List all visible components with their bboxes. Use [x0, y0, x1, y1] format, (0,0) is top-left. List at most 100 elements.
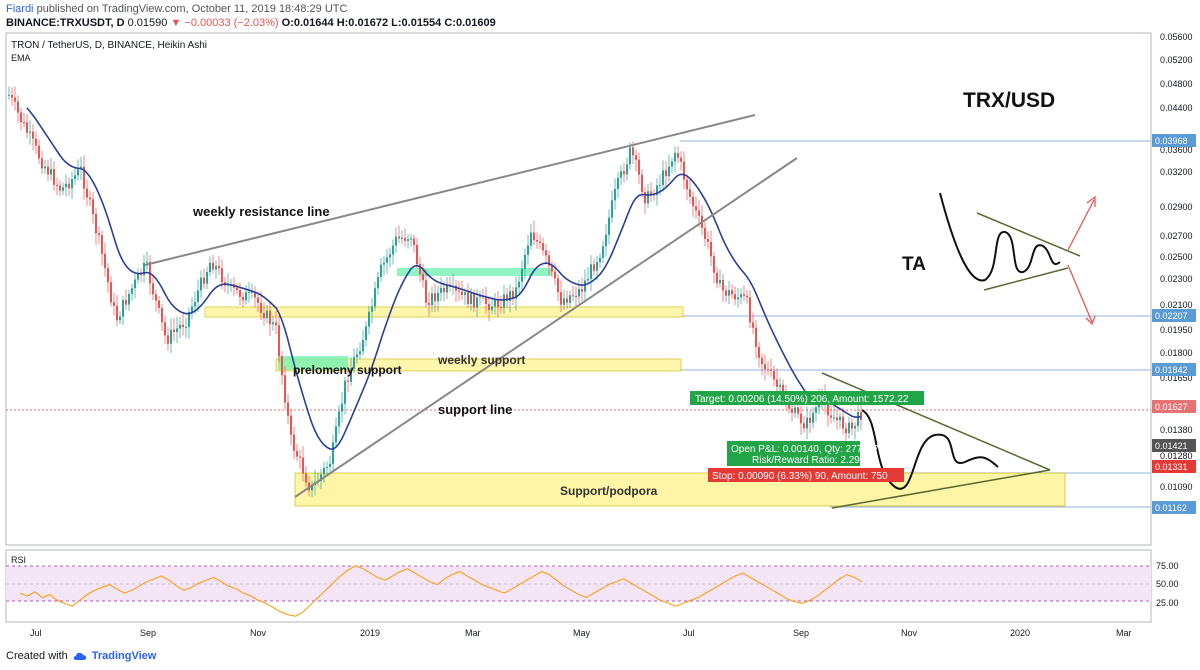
candle-body [92, 199, 94, 215]
y-tick-label: 0.03600 [1160, 145, 1193, 155]
candle-body [260, 302, 262, 313]
candle-body [203, 277, 205, 284]
support-trendline [294, 157, 798, 498]
stop-box[interactable] [708, 468, 904, 482]
candle-body [170, 329, 172, 344]
y-tick-label: 0.04800 [1160, 79, 1193, 89]
candle-body [368, 311, 370, 327]
candle-body [251, 291, 253, 293]
candle-body [278, 325, 280, 357]
price-tag [1152, 363, 1196, 376]
candle-body [245, 292, 247, 301]
ema-label: EMA [11, 53, 31, 63]
candle-body [698, 210, 700, 216]
candle-body [152, 283, 154, 295]
last-price: 0.01590 [127, 17, 168, 29]
candle-body [704, 227, 706, 240]
stop-text: Stop: 0.00090 (6.33%) 90, Amount: 750 [712, 471, 888, 482]
candle-body [26, 122, 28, 133]
candle-body [305, 473, 307, 483]
candle-body [797, 407, 799, 414]
candle-body [206, 272, 208, 284]
candle-body [254, 291, 256, 298]
candle-body [161, 307, 163, 323]
candle-body [482, 296, 484, 298]
rsi-level-25: 25.00 [1156, 598, 1179, 608]
y-tick-label: 0.02900 [1160, 202, 1193, 212]
author-name[interactable]: Fiardi [6, 3, 34, 15]
candle-body [83, 166, 85, 189]
candle-body [578, 288, 580, 297]
low-value: L:0.01554 [391, 17, 442, 29]
price-tag [1152, 460, 1196, 473]
candle-body [326, 466, 328, 468]
time-axis[interactable]: Jul Sep Nov 2019 Mar May Jul Sep Nov 2020 Mar [30, 628, 1132, 638]
candle-body [659, 185, 661, 187]
candle-body [761, 357, 763, 365]
candle-body [830, 415, 832, 418]
candle-body [563, 298, 565, 305]
candle-body [47, 166, 49, 175]
chart-header: Fiardi published on TradingView.com, Oct… [0, 0, 1200, 32]
candle-body [392, 245, 394, 255]
candle-body [11, 94, 13, 98]
ta-sketch-top-line [976, 212, 1081, 257]
candle-body [707, 239, 709, 243]
candle-body [128, 293, 130, 305]
candle-body [281, 356, 283, 376]
candle-body [728, 290, 730, 296]
candle-body [164, 322, 166, 336]
candle-body [122, 300, 124, 317]
candle-body [425, 280, 427, 303]
tradingview-brand[interactable]: TradingView [91, 650, 157, 662]
rsi-line [19, 565, 863, 617]
candle-body [146, 261, 148, 263]
candle-body [362, 340, 364, 352]
candle-body [179, 324, 181, 329]
candle-body [461, 291, 463, 295]
price-tag-label: 0.01162 [1155, 503, 1187, 513]
candle-body [842, 416, 844, 429]
projected-path [861, 409, 999, 490]
close-value: C:0.01609 [444, 17, 496, 29]
candle-body [113, 302, 115, 306]
ta-arrow-up-head [1086, 195, 1096, 207]
pnl-box[interactable] [727, 441, 860, 466]
x-tick-label: May [573, 628, 591, 638]
candle-body [527, 245, 529, 255]
candle-body [17, 101, 19, 113]
candle-body [635, 155, 637, 160]
candle-body [194, 301, 196, 307]
candle-body [512, 290, 514, 299]
candle-body [125, 300, 127, 305]
candle-body [182, 324, 184, 328]
candle-body [674, 153, 676, 162]
y-tick-label: 0.02500 [1160, 252, 1193, 262]
candle-body [518, 281, 520, 288]
candle-body [296, 450, 298, 457]
candle-body [365, 326, 367, 341]
y-tick-label: 0.01800 [1160, 348, 1193, 358]
candle-body [407, 239, 409, 241]
price-axis[interactable]: 0.05600 0.05200 0.04800 0.04400 0.03600 0.032… [1152, 32, 1196, 514]
candle-body [266, 310, 268, 319]
candle-body [239, 290, 241, 297]
candle-body [410, 238, 412, 240]
target-box[interactable] [690, 391, 924, 405]
candle-body [419, 264, 421, 274]
candle-body [191, 306, 193, 312]
candle-body [257, 297, 259, 303]
candle-body [53, 169, 55, 185]
open-value: O:0.01644 [281, 17, 334, 29]
y-tick-label: 0.03200 [1160, 167, 1193, 177]
candle-body [200, 277, 202, 291]
candle-body [788, 403, 790, 409]
ta-arrow-down-head [1085, 315, 1096, 326]
candle-body [533, 232, 535, 241]
candle-body [311, 484, 313, 491]
candle-body [197, 290, 199, 302]
candle-body [293, 434, 295, 451]
x-tick-label: 2020 [1010, 628, 1030, 638]
candle-body [773, 371, 775, 380]
